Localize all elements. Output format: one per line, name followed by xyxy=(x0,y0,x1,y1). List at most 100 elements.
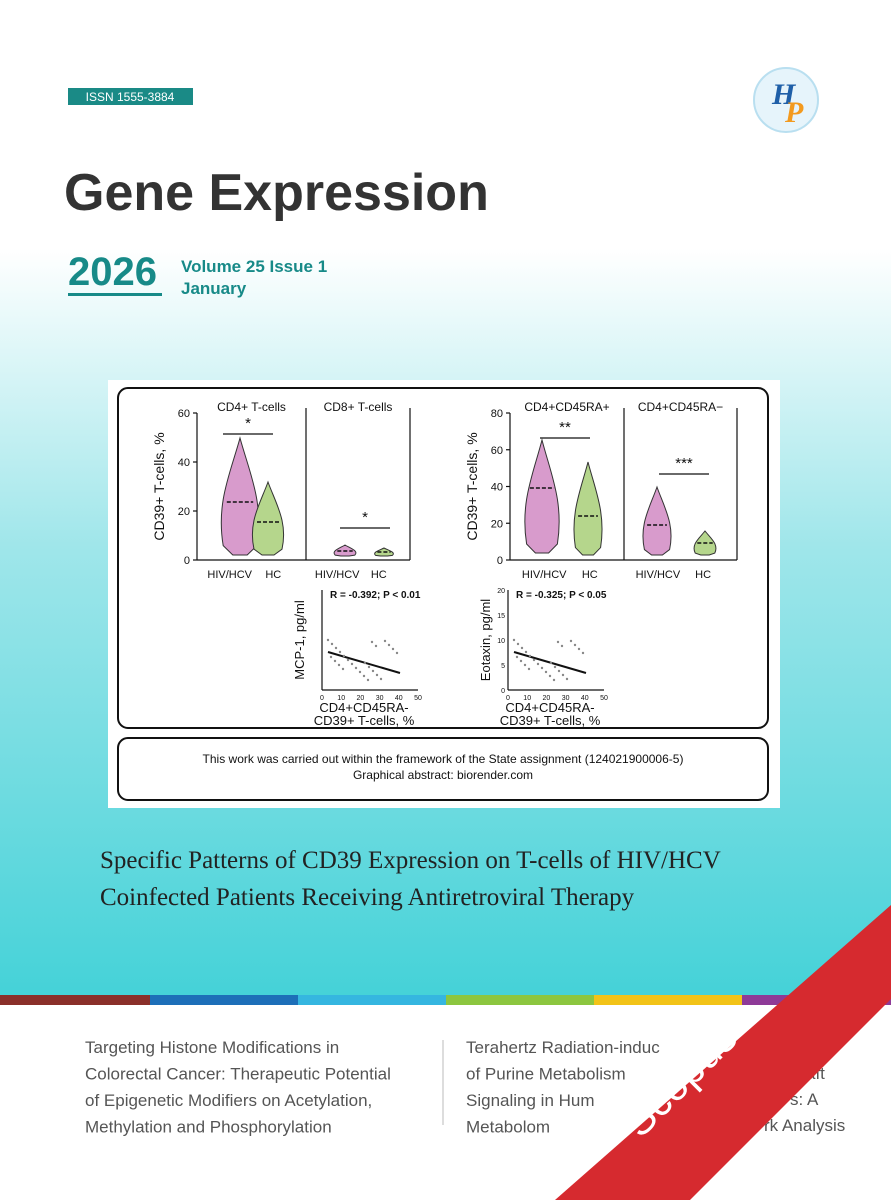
violin xyxy=(642,485,672,556)
scatter-dot xyxy=(520,646,524,650)
issn: ISSN 1555-3884 xyxy=(86,90,175,104)
x-axis-label: CD39+ T-cells, % xyxy=(314,713,415,728)
volume: Volume 25 Issue 1 xyxy=(181,257,327,276)
scatter-dot xyxy=(374,644,378,648)
violin xyxy=(251,480,285,556)
y-tick-label: 5 xyxy=(501,663,505,670)
x-tick-label: 0 xyxy=(506,695,510,702)
scatter-dot xyxy=(329,655,333,659)
x-axis-label: CD39+ T-cells, % xyxy=(500,713,601,728)
stat: R = -0.325; P < 0.05 xyxy=(516,590,607,601)
y-tick-label: 10 xyxy=(497,638,505,645)
y-tick-label: 20 xyxy=(491,518,503,530)
scatter-dot xyxy=(536,662,540,666)
teaser-line: s: A xyxy=(790,1090,819,1109)
teaser-line: Methylation and Phosphorylation xyxy=(85,1118,332,1137)
scatter-dot xyxy=(516,642,520,646)
scatter-dot xyxy=(367,665,371,669)
y-tick-label: 0 xyxy=(501,688,505,695)
x-tick-label: 30 xyxy=(376,695,384,702)
scatter-dot xyxy=(577,647,581,651)
x-tick-label: HIV/HCV xyxy=(315,569,360,581)
year-underline xyxy=(68,293,162,296)
scatter-dot xyxy=(552,678,556,682)
x-tick-label: 30 xyxy=(562,695,570,702)
y-tick-label: 15 xyxy=(497,613,505,620)
year: 2026 xyxy=(68,250,157,294)
x-tick-label: HC xyxy=(371,569,387,581)
x-tick-label: 50 xyxy=(414,695,422,702)
scatter-dot xyxy=(379,677,383,681)
scatter-dot xyxy=(330,642,334,646)
scatter-dot xyxy=(532,658,536,662)
y-axis-label: CD39+ T-cells, % xyxy=(464,432,480,540)
violin xyxy=(220,436,260,556)
graphical-abstract: This work was carried out within the fra… xyxy=(108,380,780,808)
scatter-dot xyxy=(557,669,561,673)
article-title: Specific Patterns of CD39 Expression on … xyxy=(100,847,721,874)
color-strip xyxy=(0,995,891,1005)
scatter-dot xyxy=(334,646,338,650)
y-tick-label: 60 xyxy=(178,408,190,420)
scatter-dot xyxy=(524,650,528,654)
scatter-dot xyxy=(358,670,362,674)
scatter-dot xyxy=(370,640,374,644)
scatter-dot xyxy=(338,650,342,654)
teaser-line: Signaling in Hum xyxy=(466,1091,595,1110)
scatter-dot xyxy=(556,640,560,644)
scatter-dot xyxy=(341,667,345,671)
x-tick-label: HIV/HCV xyxy=(207,569,252,581)
scatter-dot xyxy=(565,677,569,681)
panel-title: CD8+ T-cells xyxy=(324,400,393,414)
x-tick-label: 50 xyxy=(600,695,608,702)
x-tick-label: HC xyxy=(265,569,281,581)
scatter-dot xyxy=(371,669,375,673)
panel-title: CD4+ T-cells xyxy=(217,400,286,414)
scatter-dot xyxy=(337,663,341,667)
scatter-dot xyxy=(362,674,366,678)
scatter-dot xyxy=(346,658,350,662)
scatter-dot xyxy=(512,638,516,642)
scatter-dot xyxy=(354,666,358,670)
x-tick-label: HIV/HCV xyxy=(522,569,567,581)
significance: * xyxy=(362,509,368,526)
scatter-dot xyxy=(581,651,585,655)
y-axis-label: MCP-1, pg/ml xyxy=(292,600,307,680)
scatter-dot xyxy=(527,667,531,671)
scatter-dot xyxy=(366,678,370,682)
teaser-line: Metabolom xyxy=(466,1118,550,1137)
significance: * xyxy=(245,415,251,432)
x-tick-label: HC xyxy=(582,569,598,581)
scatter-dot xyxy=(528,654,532,658)
note-line: Graphical abstract: biorender.com xyxy=(353,768,533,782)
x-tick-label: 40 xyxy=(395,695,403,702)
teaser-line: Targeting Histone Modifications in xyxy=(85,1038,339,1057)
x-axis-label: CD4+CD45RA- xyxy=(319,700,408,715)
scatter-dot xyxy=(333,659,337,663)
scatter-dot xyxy=(569,639,573,643)
teaser-line: Terahertz Radiation-induc xyxy=(466,1038,660,1057)
y-tick-label: 20 xyxy=(178,506,190,518)
scatter-dot xyxy=(395,651,399,655)
figure-frame xyxy=(108,380,780,808)
scatter-dot xyxy=(383,639,387,643)
x-tick-label: HC xyxy=(695,569,711,581)
figure-panel xyxy=(117,387,769,729)
note-box xyxy=(117,737,769,801)
scatter-dot xyxy=(326,638,330,642)
y-tick-label: 0 xyxy=(184,555,190,567)
journal-title: Gene Expression xyxy=(64,164,489,222)
scatter-dot xyxy=(350,662,354,666)
scatter-dot xyxy=(548,674,552,678)
scatter-dot xyxy=(363,661,367,665)
y-axis-label: Eotaxin, pg/ml xyxy=(478,599,493,681)
scatter-dot xyxy=(391,647,395,651)
violin xyxy=(573,460,603,556)
scatter-dot xyxy=(375,673,379,677)
x-tick-label: 40 xyxy=(581,695,589,702)
scatter-dot xyxy=(342,654,346,658)
scatter-dot xyxy=(561,673,565,677)
significance: *** xyxy=(675,455,693,472)
scatter-dot xyxy=(387,643,391,647)
